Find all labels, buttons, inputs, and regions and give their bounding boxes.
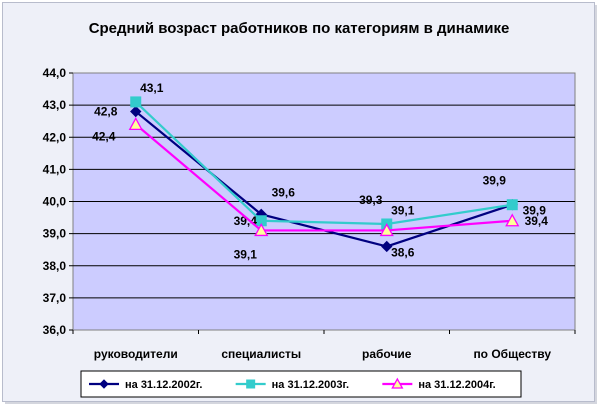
data-label: 38,6 bbox=[391, 245, 415, 259]
plot-area: 36,0 37,0 38,0 39,0 40,0 41,0 42,0 43,0 44,0 руко… bbox=[43, 66, 576, 361]
triangle-marker bbox=[379, 223, 394, 237]
data-label: 39,1 bbox=[234, 247, 258, 261]
diamond-marker bbox=[381, 240, 393, 253]
x-tick-label: специалисты bbox=[221, 347, 301, 361]
square-marker bbox=[506, 199, 518, 211]
y-tick-label: 36,0 bbox=[43, 323, 67, 337]
data-label: 39,6 bbox=[272, 185, 296, 199]
data-label: 39,9 bbox=[483, 174, 507, 188]
data-label: 39,3 bbox=[359, 193, 383, 207]
x-tick-label: руководители bbox=[94, 347, 178, 361]
data-label: 39,4 bbox=[525, 214, 549, 228]
legend: на 31.12.2002г. на 31.12.2003г. на 31.12.2… bbox=[80, 370, 522, 398]
y-tick-label: 37,0 bbox=[43, 291, 67, 305]
series-line bbox=[135, 123, 513, 232]
legend-label: на 31.12.2002г. bbox=[125, 379, 202, 391]
legend-box bbox=[80, 370, 522, 398]
data-label: 43,1 bbox=[140, 81, 164, 95]
data-label: 39,4 bbox=[234, 214, 258, 228]
y-tick-label: 42,0 bbox=[43, 130, 67, 144]
legend-label: на 31.12.2003г. bbox=[272, 379, 349, 391]
y-tick-label: 40,0 bbox=[43, 195, 67, 209]
diamond-marker bbox=[99, 379, 109, 389]
x-tick-label: рабочие bbox=[362, 347, 412, 361]
square-marker bbox=[130, 96, 142, 108]
triangle-marker bbox=[505, 213, 520, 227]
y-tick-label: 39,0 bbox=[43, 227, 67, 241]
diamond-marker bbox=[130, 105, 142, 118]
x-tick-label: по Обществу bbox=[473, 347, 551, 361]
legend-label: на 31.12.2004г. bbox=[418, 379, 495, 391]
series-line bbox=[134, 101, 513, 226]
data-label: 39,1 bbox=[391, 203, 415, 217]
triangle-marker bbox=[254, 223, 269, 237]
data-label: 42,8 bbox=[94, 105, 118, 119]
square-marker bbox=[246, 379, 256, 389]
line-chart: Средний возраст работников по категориям… bbox=[43, 20, 576, 398]
y-tick-label: 38,0 bbox=[43, 259, 67, 273]
triangle-marker bbox=[391, 377, 404, 389]
triangle-marker bbox=[128, 117, 143, 131]
y-tick-label: 41,0 bbox=[43, 162, 67, 176]
chart-title: Средний возраст работников по категориям… bbox=[89, 20, 510, 37]
y-tick-label: 44,0 bbox=[43, 66, 67, 80]
y-tick-label: 43,0 bbox=[43, 98, 67, 112]
data-label: 39,9 bbox=[523, 204, 547, 218]
data-label: 42,4 bbox=[92, 129, 116, 143]
